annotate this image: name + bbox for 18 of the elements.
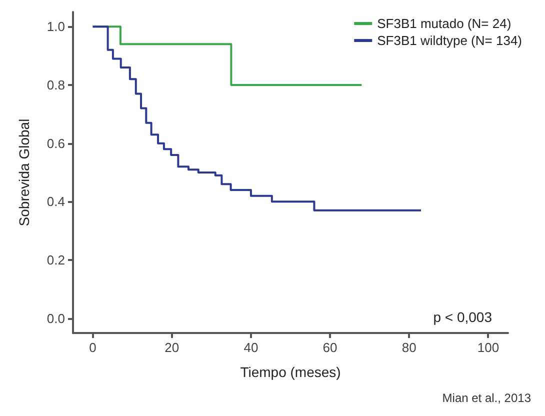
y-tick-label: 0.2 xyxy=(46,252,65,268)
x-tick-label: 60 xyxy=(322,340,338,355)
x-tick-label: 40 xyxy=(244,340,258,355)
y-tick-label: 0.4 xyxy=(46,194,65,210)
y-tick-label: 0.0 xyxy=(46,310,65,326)
y-tick-label: 0.8 xyxy=(46,77,65,92)
text: Mian et al., 2013 xyxy=(442,391,532,405)
y-tick-label: 0.6 xyxy=(46,136,65,151)
x-tick-label: 20 xyxy=(164,340,180,355)
x-axis-title: Tiempo (meses) xyxy=(240,364,341,380)
x-tick-label: 80 xyxy=(402,340,416,355)
legend-label: SF3B1 mutado (N= 24) xyxy=(377,16,512,31)
y-tick-label: 1.0 xyxy=(46,19,65,34)
annotation: p < 0,003 xyxy=(433,309,492,325)
legend-label: SF3B1 wildtype (N= 134) xyxy=(377,33,522,48)
y-axis-title: Sobrevida Global xyxy=(16,118,32,226)
x-tick-label: 100 xyxy=(477,340,500,355)
x-tick-label: 0 xyxy=(89,340,96,355)
